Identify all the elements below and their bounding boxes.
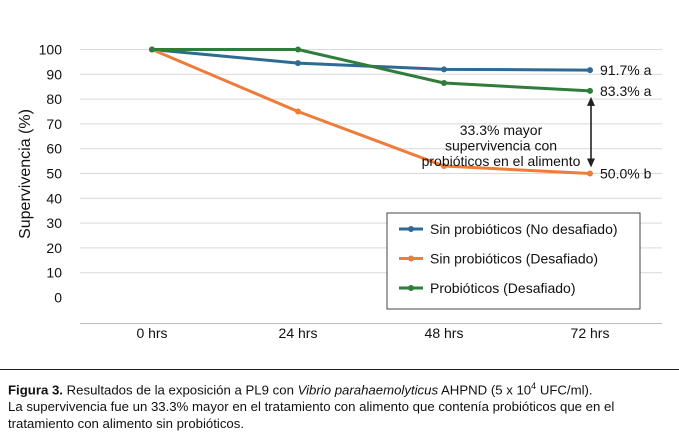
figure-caption: Figura 3. Resultados de la exposición a …: [8, 378, 673, 432]
series-point: [587, 170, 593, 177]
series-line: [151, 48, 591, 175]
y-tick-label: 60: [46, 141, 62, 157]
caption-line-2: La supervivencia fue un 33.3% mayor en e…: [8, 399, 615, 432]
y-tick-label: 80: [46, 91, 62, 107]
caption-text-2: AHPND (5 x 10: [438, 382, 532, 398]
legend-label: Sin probióticos (Desafiado): [430, 251, 598, 267]
series-point: [295, 108, 301, 115]
caption-species: Vibrio parahaemolyticus: [297, 382, 439, 398]
end-value-labels: 91.7% a 50.0% b 83.3% a: [600, 62, 652, 181]
end-label: 50.0% b: [600, 166, 652, 182]
x-axis-ticks: 0 hrs 24 hrs 48 hrs 72 hrs: [136, 325, 609, 341]
series-line: [152, 48, 591, 93]
annotation-line: probióticos en el alimento: [422, 153, 581, 169]
series-point: [441, 66, 447, 73]
series-point: [587, 67, 593, 74]
series-point: [149, 46, 155, 53]
y-tick-label: 0: [54, 290, 62, 306]
survival-line-chart: 0 10 20 30 40 50 60 70 80 90 100 0 hrs 24 hrs 48 hrs…: [17, 42, 662, 341]
y-tick-label: 90: [46, 66, 62, 82]
legend: Sin probióticos (No desafiado) Sin probió…: [386, 212, 641, 310]
legend-label: Sin probióticos (No desafiado): [430, 221, 618, 237]
legend-label: Probióticos (Desafiado): [430, 280, 576, 296]
annotation-arrow-head-down: [587, 158, 595, 168]
y-tick-label: 100: [39, 42, 63, 58]
series-point: [441, 79, 447, 86]
legend-box: [386, 212, 641, 310]
caption-text-3: UFC/ml).: [536, 382, 593, 398]
y-tick-label: 30: [46, 215, 62, 231]
series-lines: [149, 46, 593, 177]
y-tick-label: 70: [46, 116, 62, 132]
annotation-arrow-head-up: [587, 96, 595, 106]
x-tick-label: 24 hrs: [279, 325, 318, 341]
series-3: [149, 46, 593, 94]
series-point: [587, 87, 593, 94]
legend-marker: [408, 285, 414, 291]
x-tick-label: 72 hrs: [571, 325, 610, 341]
series-point: [295, 60, 301, 67]
end-label: 91.7% a: [600, 62, 652, 78]
caption-superscript: 4: [531, 381, 537, 391]
y-tick-label: 10: [46, 265, 62, 281]
legend-marker: [408, 226, 414, 232]
legend-marker: [408, 255, 414, 262]
series-point: [441, 163, 447, 170]
y-axis-label: Supervivencia (%): [17, 109, 34, 239]
caption-label: Figura 3.: [8, 382, 63, 398]
y-tick-label: 20: [46, 240, 62, 256]
series-point: [295, 46, 301, 53]
annotation-line: 33.3% mayor: [460, 122, 543, 138]
caption-text-1: Resultados de la exposición a PL9 con: [62, 382, 298, 398]
end-label: 83.3% a: [600, 83, 652, 99]
annotation-line: supervivencia con: [445, 138, 557, 154]
y-tick-label: 40: [46, 190, 62, 206]
y-tick-label: 50: [46, 166, 62, 182]
x-tick-label: 48 hrs: [425, 325, 464, 341]
y-axis-ticks: 0 10 20 30 40 50 60 70 80 90 100: [39, 42, 63, 306]
caption-rule: [0, 369, 679, 370]
gridlines: [80, 49, 662, 324]
x-tick-label: 0 hrs: [136, 325, 167, 341]
